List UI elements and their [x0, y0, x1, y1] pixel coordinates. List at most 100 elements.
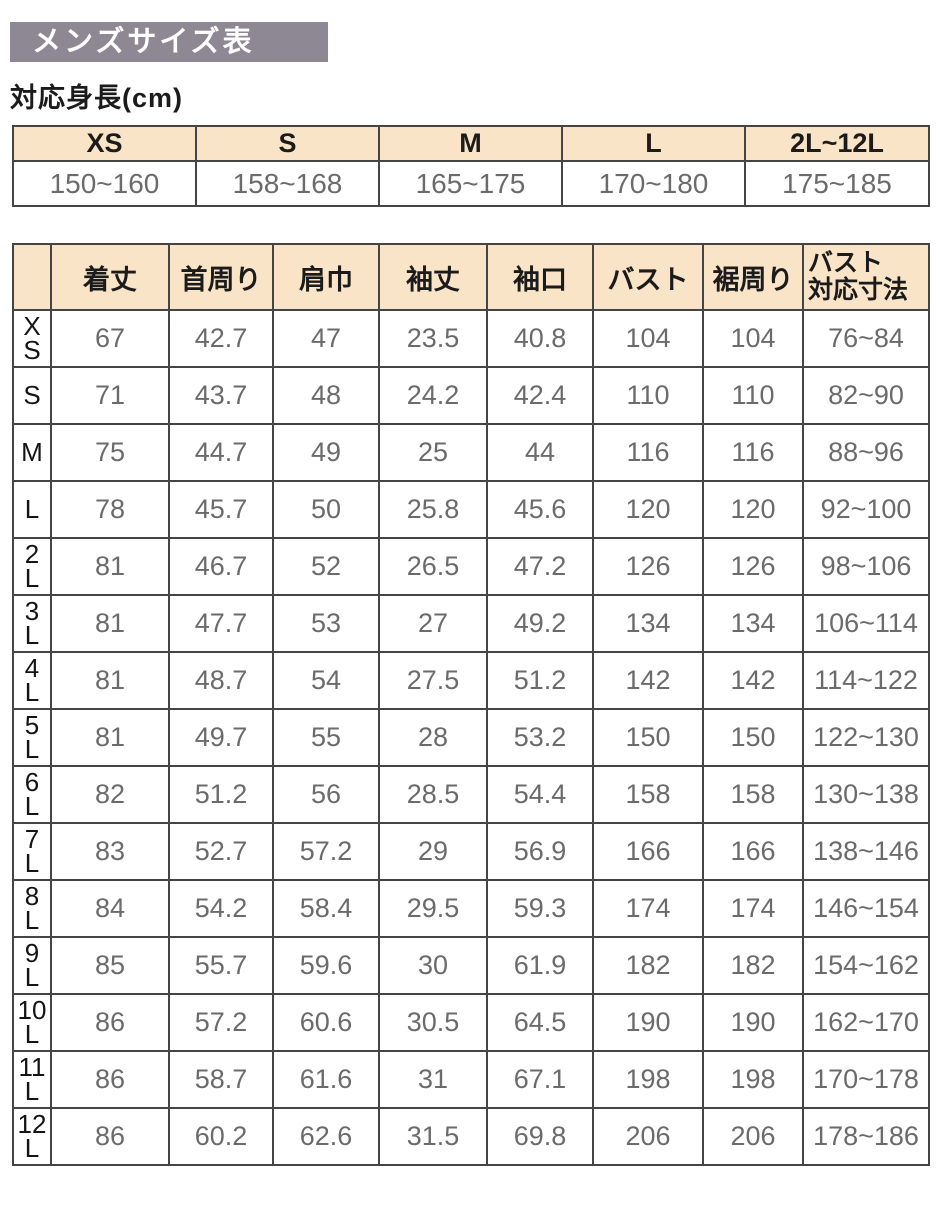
size-cell: 40.8 — [486, 309, 594, 368]
size-row-label: 10 L — [12, 993, 52, 1052]
size-cell: 88~96 — [802, 423, 930, 482]
size-cell: 122~130 — [802, 708, 930, 767]
size-cell: 86 — [50, 993, 170, 1052]
size-cell: 104 — [702, 309, 804, 368]
size-cell: 61.9 — [486, 936, 594, 995]
size-cell: 54 — [272, 651, 380, 710]
size-cell: 56.9 — [486, 822, 594, 881]
size-cell: 51.2 — [486, 651, 594, 710]
size-cell: 86 — [50, 1050, 170, 1109]
size-table-row: X S 67 42.7 47 23.5 40.8 104 104 76~84 — [12, 309, 930, 368]
size-cell: 126 — [702, 537, 804, 596]
size-cell: 67.1 — [486, 1050, 594, 1109]
header-cuff: 袖口 — [486, 243, 594, 311]
height-col-xs: XS — [12, 125, 197, 162]
size-cell: 57.2 — [168, 993, 274, 1052]
size-cell: 166 — [592, 822, 704, 881]
size-cell: 110 — [702, 366, 804, 425]
size-cell: 150 — [592, 708, 704, 767]
size-cell: 75 — [50, 423, 170, 482]
size-row-label: 3 L — [12, 594, 52, 653]
size-cell: 58.4 — [272, 879, 380, 938]
size-cell: 174 — [702, 879, 804, 938]
header-sleeve-length: 袖丈 — [378, 243, 488, 311]
size-cell: 62.6 — [272, 1107, 380, 1166]
size-table-row: M 75 44.7 49 25 44 116 116 88~96 — [12, 423, 930, 482]
size-table-row: 9 L 85 55.7 59.6 30 61.9 182 182 154~162 — [12, 936, 930, 995]
size-cell: 142 — [592, 651, 704, 710]
size-cell: 120 — [592, 480, 704, 539]
size-cell: 57.2 — [272, 822, 380, 881]
size-cell: 42.7 — [168, 309, 274, 368]
size-row-label: 2 L — [12, 537, 52, 596]
size-table-row: 10 L 86 57.2 60.6 30.5 64.5 190 190 162~170 — [12, 993, 930, 1052]
size-table-row: 11 L 86 58.7 61.6 31 67.1 198 198 170~178 — [12, 1050, 930, 1109]
size-cell: 130~138 — [802, 765, 930, 824]
size-cell: 23.5 — [378, 309, 488, 368]
height-col-2l-12l: 2L~12L — [744, 125, 930, 162]
size-cell: 134 — [702, 594, 804, 653]
size-cell: 28.5 — [378, 765, 488, 824]
size-cell: 45.7 — [168, 480, 274, 539]
size-cell: 27.5 — [378, 651, 488, 710]
size-cell: 98~106 — [802, 537, 930, 596]
header-bust: バスト — [592, 243, 704, 311]
size-cell: 48.7 — [168, 651, 274, 710]
size-row-label: S — [12, 366, 52, 425]
size-cell: 56 — [272, 765, 380, 824]
height-value-2l-12l: 175~185 — [744, 160, 930, 207]
size-table-row: 6 L 82 51.2 56 28.5 54.4 158 158 130~138 — [12, 765, 930, 824]
size-cell: 126 — [592, 537, 704, 596]
size-table: 着丈 首周り 肩巾 袖丈 袖口 バスト 裾周り バスト 対応寸法 X S 67 42… — [12, 243, 930, 1166]
height-table: XS S M L 2L~12L 150~160 158~168 165~175 … — [12, 125, 930, 207]
size-cell: 106~114 — [802, 594, 930, 653]
size-cell: 158 — [702, 765, 804, 824]
size-cell: 31.5 — [378, 1107, 488, 1166]
size-cell: 42.4 — [486, 366, 594, 425]
size-cell: 81 — [50, 594, 170, 653]
size-cell: 110 — [592, 366, 704, 425]
size-cell: 43.7 — [168, 366, 274, 425]
size-cell: 190 — [592, 993, 704, 1052]
size-row-label: 8 L — [12, 879, 52, 938]
header-body-length: 着丈 — [50, 243, 170, 311]
size-cell: 154~162 — [802, 936, 930, 995]
size-cell: 81 — [50, 537, 170, 596]
size-cell: 162~170 — [802, 993, 930, 1052]
size-cell: 47.7 — [168, 594, 274, 653]
height-col-l: L — [561, 125, 746, 162]
size-cell: 44.7 — [168, 423, 274, 482]
size-cell: 50 — [272, 480, 380, 539]
size-row-label: L — [12, 480, 52, 539]
size-cell: 49 — [272, 423, 380, 482]
size-cell: 64.5 — [486, 993, 594, 1052]
size-table-row: 5 L 81 49.7 55 28 53.2 150 150 122~130 — [12, 708, 930, 767]
header-shoulder: 肩巾 — [272, 243, 380, 311]
size-row-label: M — [12, 423, 52, 482]
size-cell: 30 — [378, 936, 488, 995]
size-cell: 178~186 — [802, 1107, 930, 1166]
size-cell: 104 — [592, 309, 704, 368]
size-cell: 30.5 — [378, 993, 488, 1052]
size-cell: 158 — [592, 765, 704, 824]
page-title: メンズサイズ表 — [10, 22, 328, 62]
size-cell: 81 — [50, 708, 170, 767]
size-cell: 84 — [50, 879, 170, 938]
size-cell: 76~84 — [802, 309, 930, 368]
size-cell: 59.6 — [272, 936, 380, 995]
size-table-row: 7 L 83 52.7 57.2 29 56.9 166 166 138~146 — [12, 822, 930, 881]
size-cell: 198 — [592, 1050, 704, 1109]
size-cell: 48 — [272, 366, 380, 425]
size-row-label: 6 L — [12, 765, 52, 824]
size-cell: 51.2 — [168, 765, 274, 824]
height-table-value-row: 150~160 158~168 165~175 170~180 175~185 — [12, 160, 930, 207]
size-cell: 54.4 — [486, 765, 594, 824]
size-table-row: 2 L 81 46.7 52 26.5 47.2 126 126 98~106 — [12, 537, 930, 596]
size-cell: 206 — [592, 1107, 704, 1166]
size-cell: 190 — [702, 993, 804, 1052]
size-cell: 182 — [702, 936, 804, 995]
size-cell: 174 — [592, 879, 704, 938]
size-cell: 59.3 — [486, 879, 594, 938]
size-cell: 49.2 — [486, 594, 594, 653]
size-cell: 67 — [50, 309, 170, 368]
